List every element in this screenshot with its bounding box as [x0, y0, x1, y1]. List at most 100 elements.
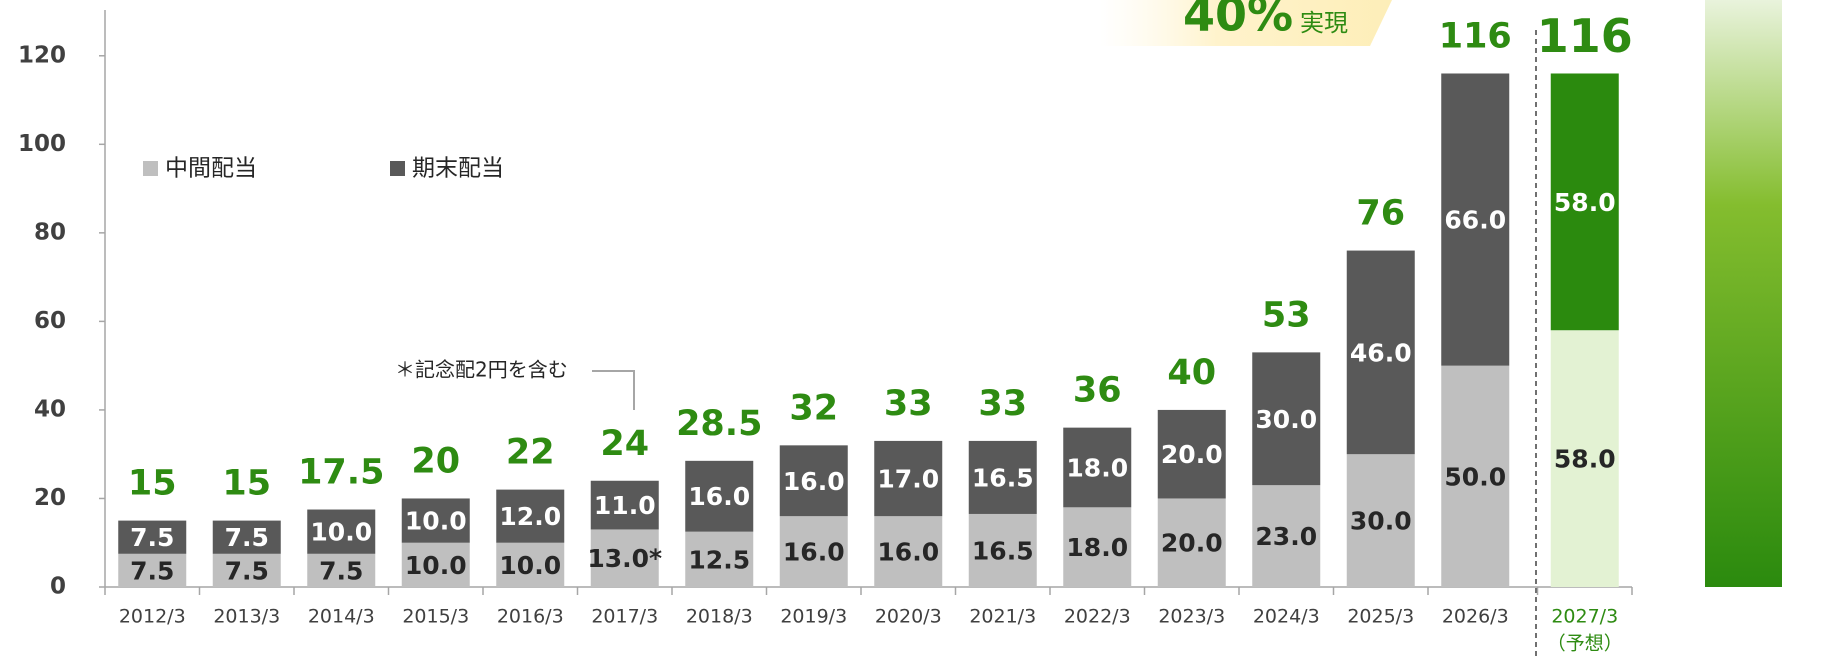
bar-segment — [1252, 352, 1321, 486]
bar-segment — [874, 516, 943, 587]
bar-segment — [1157, 498, 1226, 587]
bar-segment — [1157, 409, 1226, 499]
bar-segment — [1346, 454, 1415, 587]
x-tick-label: 2016/3 — [497, 606, 564, 628]
value-label: 30.0 — [1350, 507, 1412, 536]
y-tick-label: 20 — [34, 485, 66, 511]
x-tick-label: 2027/3 — [1551, 606, 1618, 628]
x-tick-label: 2017/3 — [591, 606, 658, 628]
total-label: 40 — [1167, 353, 1216, 393]
total-label: 53 — [1262, 295, 1311, 335]
legend-swatch — [390, 161, 405, 176]
bar-segment — [118, 553, 187, 587]
value-label: 30.0 — [1255, 405, 1317, 434]
x-tick-label: 2021/3 — [969, 606, 1036, 628]
x-tick-label: 2023/3 — [1158, 606, 1225, 628]
bar-segment — [1550, 73, 1619, 331]
x-tick-label: 2020/3 — [875, 606, 942, 628]
bar-segment — [212, 520, 281, 554]
side-bar — [1705, 0, 1782, 587]
value-label: 16.0 — [877, 538, 939, 567]
total-label: 15 — [222, 464, 271, 504]
value-label: 7.5 — [225, 523, 269, 552]
bar-segment — [1346, 250, 1415, 455]
bar-segment — [1252, 485, 1321, 587]
x-tick-label: 2026/3 — [1442, 606, 1509, 628]
bar-segment — [307, 509, 376, 554]
value-label: 16.0 — [783, 538, 845, 567]
value-label: 20.0 — [1161, 529, 1223, 558]
total-label: 15 — [128, 464, 177, 504]
total-label: 116 — [1537, 9, 1633, 63]
legend-swatch — [143, 161, 158, 176]
y-tick-label: 120 — [18, 42, 66, 68]
banner-bg — [1100, 0, 1392, 46]
value-label: 58.0 — [1554, 445, 1616, 474]
value-label: 18.0 — [1066, 453, 1128, 482]
total-label: 36 — [1073, 371, 1122, 411]
bar-segment — [590, 529, 659, 587]
x-tick-label: 2022/3 — [1064, 606, 1131, 628]
value-label: 10.0 — [405, 507, 467, 536]
x-tick-label: 2015/3 — [402, 606, 469, 628]
value-label: 7.5 — [130, 556, 174, 585]
bar-segment — [590, 480, 659, 530]
x-tick-label: 2018/3 — [686, 606, 753, 628]
bar-segment — [779, 516, 848, 587]
value-label: 46.0 — [1350, 338, 1412, 367]
value-label: 13.0* — [587, 544, 662, 573]
value-label: 10.0 — [499, 551, 561, 580]
bar-segment — [496, 489, 565, 543]
bar-segment — [1063, 427, 1132, 508]
banner-suffix: 実現 — [1300, 9, 1348, 37]
value-label: 12.0 — [499, 502, 561, 531]
bar-segment — [968, 440, 1037, 514]
value-label: 23.0 — [1255, 522, 1317, 551]
bar-segment — [118, 520, 187, 554]
bar-segment — [401, 542, 470, 587]
total-label: 33 — [978, 384, 1027, 424]
total-label: 33 — [884, 384, 933, 424]
annotation: ＊記念配2円を含む — [395, 358, 568, 382]
value-label: 12.5 — [688, 545, 750, 574]
y-tick-label: 80 — [34, 219, 66, 245]
value-label: 11.0 — [594, 491, 656, 520]
legend-label: 期末配当 — [412, 156, 504, 182]
value-label: 7.5 — [225, 556, 269, 585]
value-label: 16.0 — [688, 482, 750, 511]
total-label: 116 — [1439, 16, 1512, 56]
x-tick-label: 2024/3 — [1253, 606, 1320, 628]
bar-segment — [1441, 365, 1510, 587]
value-label: 20.0 — [1161, 440, 1223, 469]
total-label: 28.5 — [676, 404, 762, 444]
bar-segment — [1441, 73, 1510, 366]
x-tick-label: 2012/3 — [119, 606, 186, 628]
bar-segment — [1063, 507, 1132, 587]
bar-segment — [968, 513, 1037, 587]
value-label: 16.5 — [972, 536, 1034, 565]
total-label: 22 — [506, 433, 555, 473]
y-tick-label: 100 — [18, 131, 66, 157]
value-label: 18.0 — [1066, 533, 1128, 562]
total-label: 20 — [411, 441, 460, 481]
bar-segment — [496, 542, 565, 587]
bar-segment — [685, 460, 754, 532]
bar-segment — [1550, 330, 1619, 587]
y-tick-label: 40 — [34, 396, 66, 422]
value-label: 7.5 — [319, 556, 363, 585]
x-tick-label: 2013/3 — [213, 606, 280, 628]
value-label: 16.5 — [972, 463, 1034, 492]
bar-segment — [779, 445, 848, 517]
forecast-label: （予想） — [1547, 633, 1623, 655]
bar-segment — [212, 553, 281, 587]
value-label: 58.0 — [1554, 188, 1616, 217]
annotation-connector — [592, 370, 635, 410]
total-label: 32 — [789, 388, 838, 428]
value-label: 10.0 — [310, 518, 372, 547]
value-label: 50.0 — [1444, 462, 1506, 491]
total-label: 76 — [1356, 194, 1405, 234]
x-tick-label: 2025/3 — [1347, 606, 1414, 628]
bar-segment — [307, 553, 376, 587]
bar-segment — [874, 440, 943, 517]
